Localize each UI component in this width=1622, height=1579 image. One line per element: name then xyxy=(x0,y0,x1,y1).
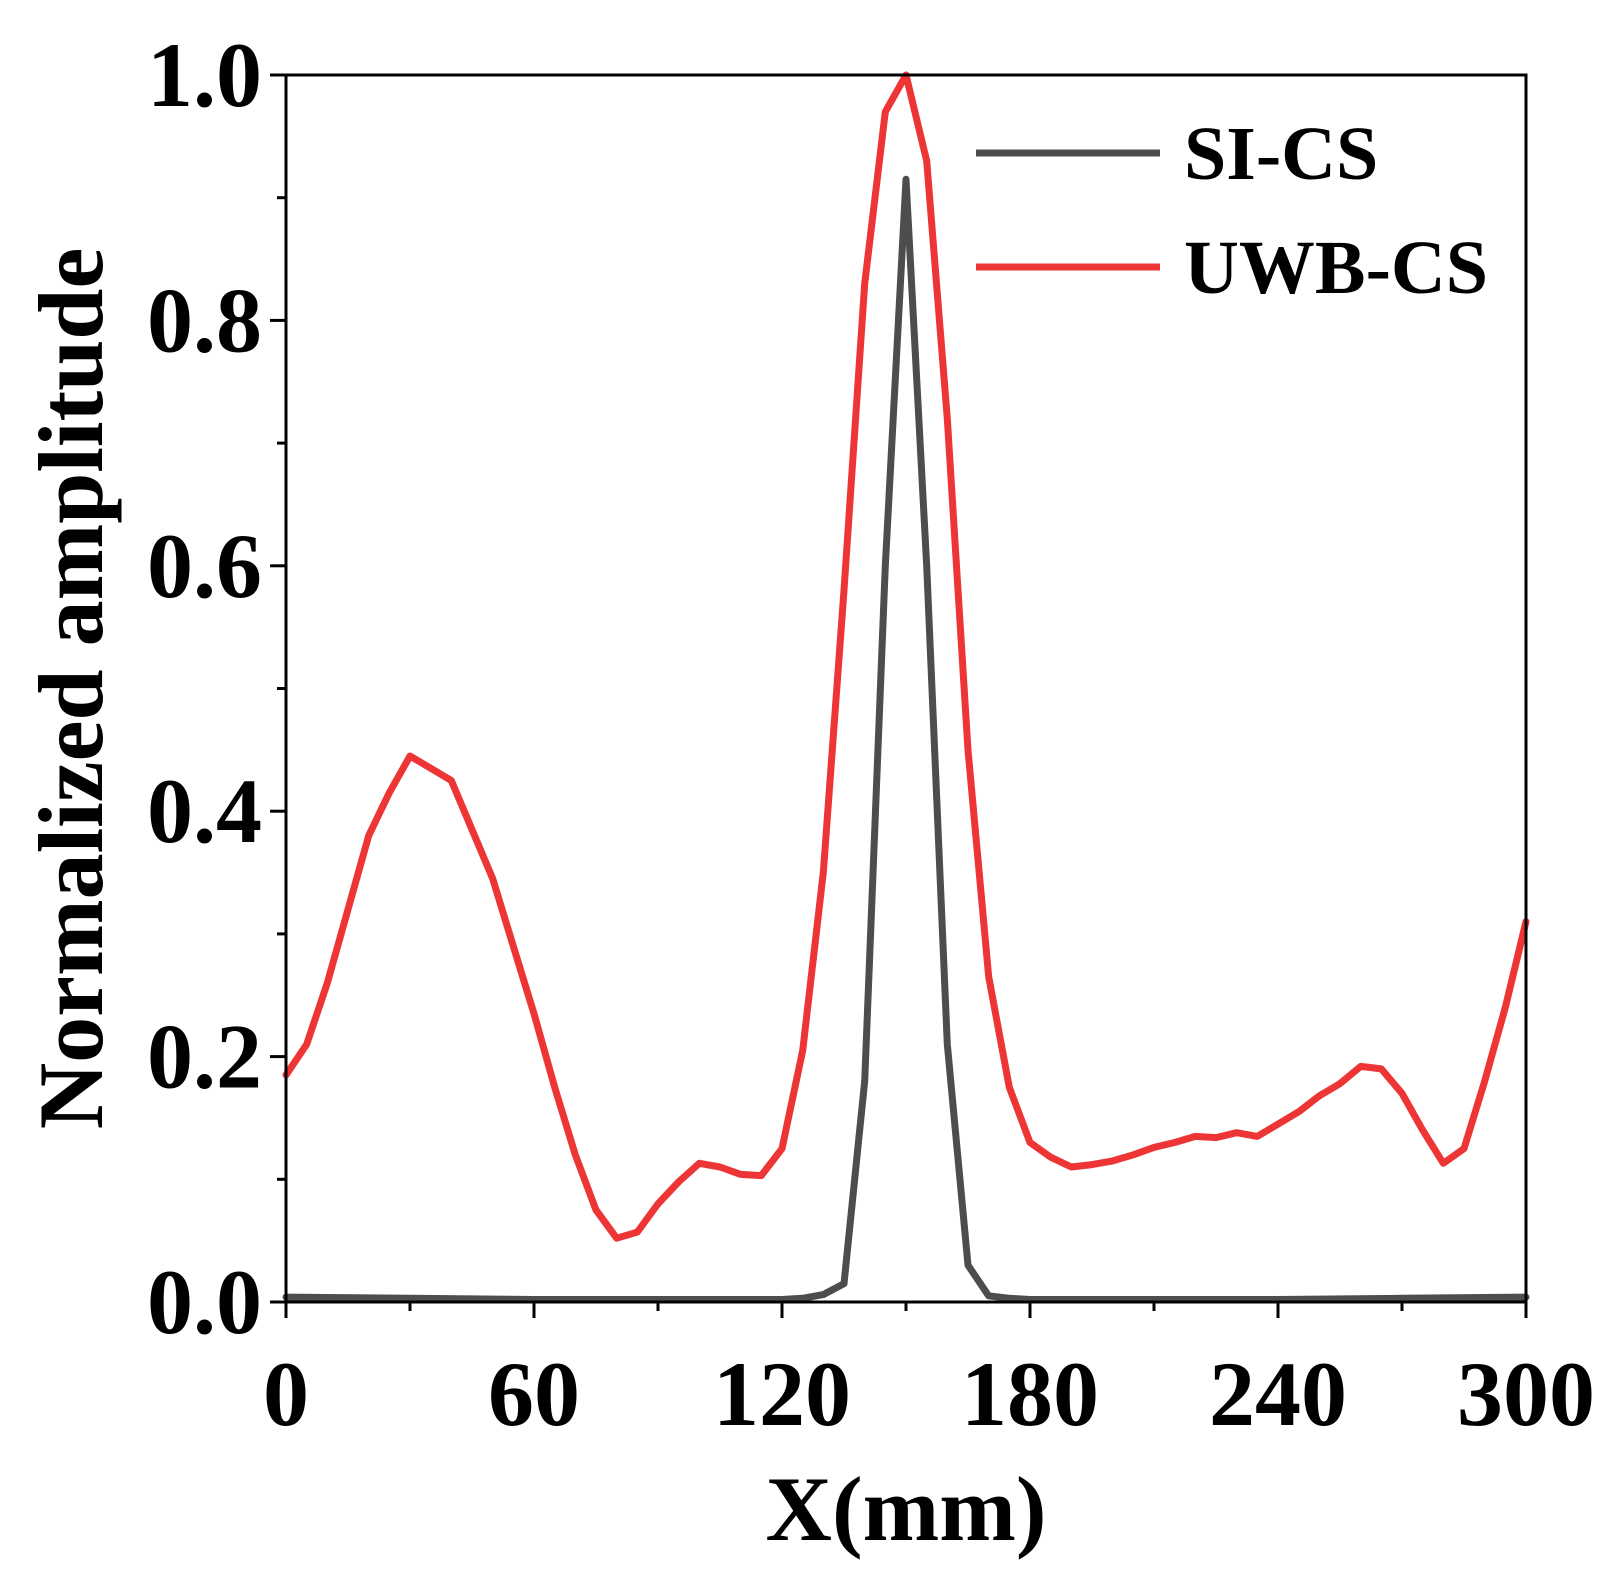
x-tick-label: 0 xyxy=(263,1343,309,1445)
x-axis-title: X(mm) xyxy=(766,1458,1047,1560)
y-tick-label: 0.0 xyxy=(147,1251,262,1353)
x-tick-label: 60 xyxy=(488,1343,580,1445)
y-tick-label: 1.0 xyxy=(147,24,262,126)
legend-label: UWB-CS xyxy=(1184,226,1488,310)
series-line-si-cs xyxy=(282,175,1530,1303)
legend-label: SI-CS xyxy=(1184,112,1378,196)
y-axis-title: Normalized amplitude xyxy=(20,248,122,1130)
x-tick-label: 300 xyxy=(1457,1343,1595,1445)
y-tick-label: 0.8 xyxy=(147,269,262,371)
x-tick-label: 180 xyxy=(961,1343,1099,1445)
ticks-layer: 0 60 120 180 240 300 0.0 0.2 0.4 0.6 0.8 1.0 xyxy=(147,24,1595,1445)
y-tick-label: 0.2 xyxy=(147,1006,262,1108)
x-tick-label: 120 xyxy=(713,1343,851,1445)
legend: SI-CS UWB-CS xyxy=(976,112,1488,310)
x-tick-label: 240 xyxy=(1209,1343,1347,1445)
y-tick-label: 0.4 xyxy=(147,760,262,862)
y-tick-label: 0.6 xyxy=(147,515,262,617)
